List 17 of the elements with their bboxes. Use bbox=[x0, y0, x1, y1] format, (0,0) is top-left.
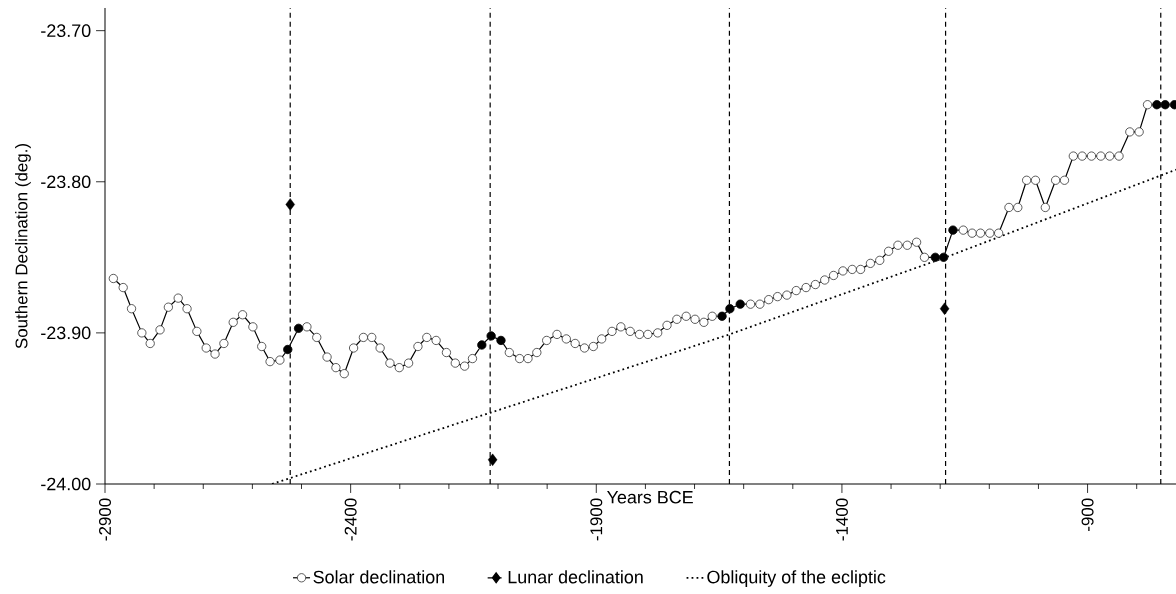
x-tick-label: -2400 bbox=[344, 498, 357, 541]
point bbox=[285, 198, 295, 211]
legend-label: Solar declination bbox=[313, 570, 445, 584]
point bbox=[939, 302, 950, 315]
y-axis-title: Southern Declination (deg.) bbox=[15, 144, 31, 349]
y-tick-label: -23.70 bbox=[41, 24, 91, 37]
x-tick-label: -1900 bbox=[590, 498, 603, 541]
y-tick-label: -24.00 bbox=[41, 477, 91, 491]
legend-label: Obliquity of the ecliptic bbox=[707, 570, 886, 587]
legend-label: Lunar declination bbox=[508, 570, 643, 584]
x-tick-label: -1400 bbox=[835, 498, 848, 541]
x-axis-title: Years BCE bbox=[607, 490, 693, 504]
point bbox=[487, 453, 498, 466]
y-tick-label: -23.80 bbox=[41, 175, 91, 189]
x-tick-label: -900 bbox=[1081, 498, 1094, 531]
x-tick-label: -2900 bbox=[99, 498, 111, 541]
y-tick-label: -23.90 bbox=[41, 326, 91, 340]
